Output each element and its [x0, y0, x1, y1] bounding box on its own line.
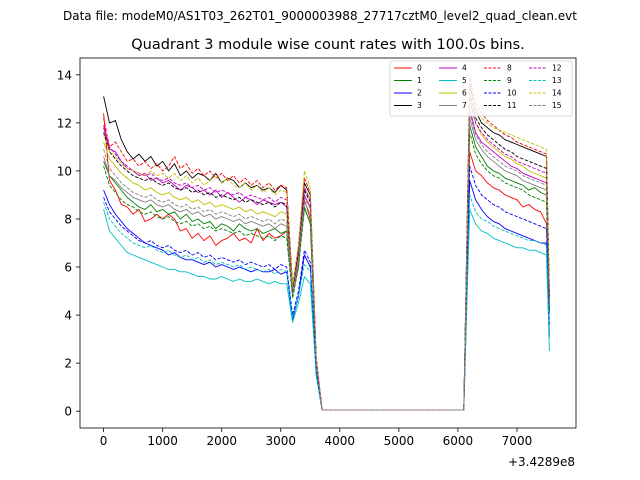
legend-label-14: 14: [552, 89, 562, 98]
legend-label-9: 9: [507, 76, 512, 85]
x-tick-label: 4000: [325, 434, 356, 448]
x-tick-label: 7000: [502, 434, 533, 448]
x-tick-label: 3000: [265, 434, 296, 448]
x-tick-label: 6000: [443, 434, 474, 448]
x-offset-label: +3.4289e8: [508, 455, 575, 469]
x-tick-label: 1000: [147, 434, 178, 448]
x-tick-label: 2000: [206, 434, 237, 448]
data-series: [103, 76, 550, 411]
series-line-10: [103, 165, 550, 411]
legend-label-1: 1: [417, 76, 422, 85]
legend-label-13: 13: [552, 76, 562, 85]
y-tick-label: 0: [64, 405, 72, 419]
legend-label-10: 10: [507, 89, 517, 98]
legend-label-15: 15: [552, 101, 562, 110]
series-line-15: [103, 112, 550, 411]
plot-frame: [79, 57, 577, 429]
y-tick-label: 12: [57, 116, 72, 130]
legend-label-6: 6: [462, 89, 467, 98]
legend-frame: [389, 60, 573, 117]
legend-label-0: 0: [417, 64, 422, 73]
figure-suptitle: Data file: modeM0/AS1T03_262T01_90000039…: [63, 9, 577, 23]
legend-label-11: 11: [507, 101, 517, 110]
chart-title: Quadrant 3 module wise count rates with …: [131, 37, 525, 53]
series-line-12: [103, 98, 550, 411]
legend-label-4: 4: [462, 64, 467, 73]
legend-label-12: 12: [552, 64, 562, 73]
y-tick-label: 8: [64, 212, 72, 226]
y-tick-label: 2: [64, 357, 72, 371]
legend-label-2: 2: [417, 89, 422, 98]
y-tick-label: 6: [64, 261, 72, 275]
y-tick-label: 4: [64, 309, 72, 323]
x-tick-label: 0: [100, 434, 108, 448]
x-tick-label: 5000: [384, 434, 415, 448]
y-tick-label: 10: [57, 164, 72, 178]
legend-label-5: 5: [462, 76, 467, 85]
legend-label-7: 7: [462, 101, 467, 110]
legend-label-3: 3: [417, 101, 422, 110]
legend-label-8: 8: [507, 64, 512, 73]
y-tick-label: 14: [57, 68, 72, 82]
